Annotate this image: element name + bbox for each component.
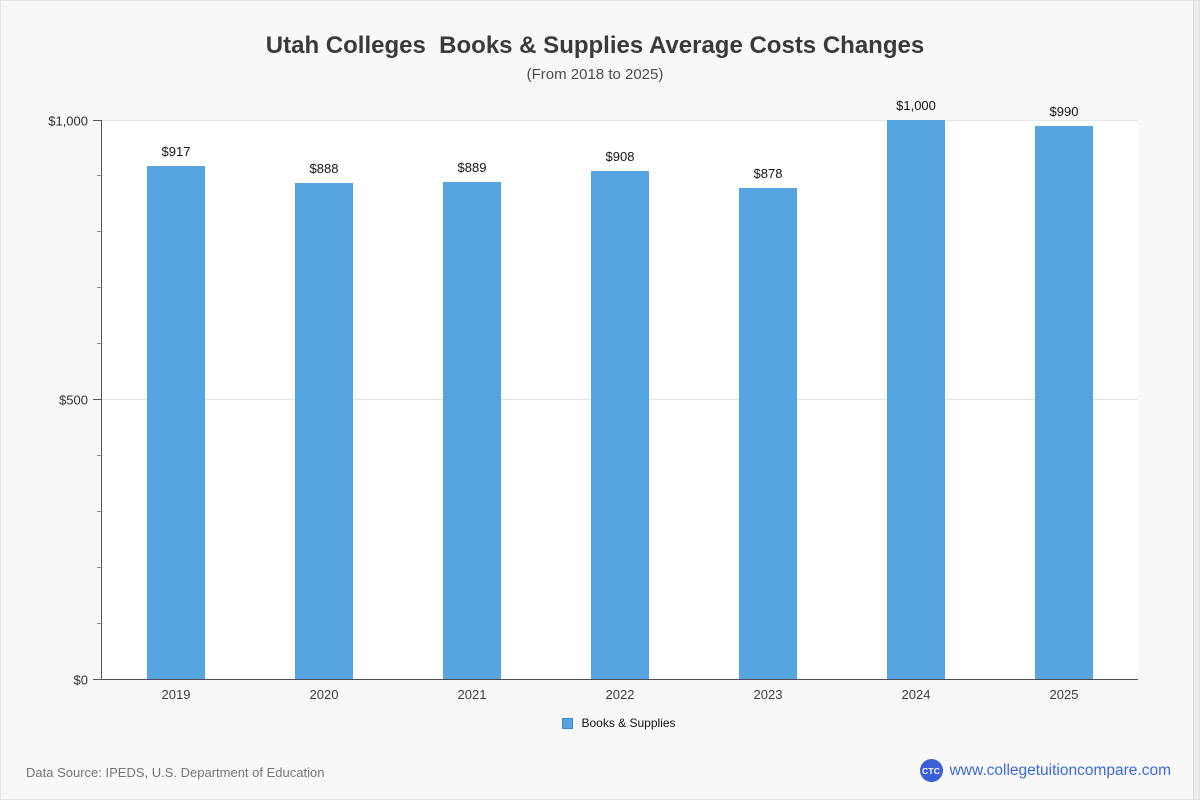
website-url[interactable]: www.collegetuitioncompare.com	[949, 761, 1171, 779]
bar-2019	[147, 166, 205, 679]
data-source-note: Data Source: IPEDS, U.S. Department of E…	[26, 765, 325, 780]
bar-band: $990 2025	[990, 104, 1138, 702]
x-axis-label: 2022	[605, 687, 635, 702]
legend-label: Books & Supplies	[581, 716, 676, 730]
y-axis-minor-tick	[97, 454, 101, 456]
bar-band: $917 2019	[102, 120, 250, 702]
y-axis-label: $1,000	[48, 113, 88, 128]
bar-value-label: $908	[605, 149, 635, 165]
bar-value-label: $888	[309, 160, 339, 176]
y-axis-minor-tick	[97, 343, 101, 345]
bar-value-label: $878	[753, 166, 783, 182]
x-axis-label: 2023	[753, 687, 783, 702]
bar-2025	[1035, 125, 1093, 679]
y-axis-tick	[93, 119, 101, 121]
gridline	[102, 119, 1138, 121]
bar-band: $1,000 2024	[842, 98, 990, 702]
plot-area: $0 $500 $1,000 $917 2019 $888 2020 $889 2021 $908…	[48, 98, 1138, 702]
legend-swatch-icon	[562, 717, 574, 729]
bar-value-label: $1,000	[896, 98, 936, 113]
x-axis-label: 2025	[1049, 687, 1079, 702]
bar-value-label: $990	[1049, 103, 1079, 119]
y-axis-tick	[93, 399, 101, 400]
bar-2020	[295, 182, 353, 679]
x-axis-label: 2021	[457, 687, 487, 702]
bar-value-label: $889	[457, 160, 487, 176]
bar-2021	[443, 182, 501, 679]
website-link[interactable]: CTC www.collegetuitioncompare.com	[919, 759, 1171, 782]
bar-band: $888 2020	[250, 120, 398, 702]
chart-subtitle: (From 2018 to 2025)	[526, 66, 664, 83]
legend: Books & Supplies	[101, 716, 1137, 730]
y-axis-minor-tick	[97, 287, 101, 289]
y-axis-label: $500	[59, 392, 88, 408]
x-axis-label: 2020	[309, 687, 339, 702]
y-axis-minor-tick	[97, 175, 101, 177]
bar-2024	[887, 120, 945, 679]
bar-value-label: $917	[161, 144, 191, 160]
y-axis-minor-tick	[97, 231, 101, 233]
bar-band: $908 2022	[546, 120, 694, 702]
scrollbar-track[interactable]	[1193, 1, 1199, 799]
y-axis-tick	[93, 678, 101, 680]
y-axis-minor-tick	[97, 622, 101, 624]
bar-band: $878 2023	[694, 120, 842, 702]
bar-2022	[591, 171, 649, 679]
y-axis-minor-tick	[97, 510, 101, 512]
x-axis-label: 2024	[901, 687, 931, 702]
y-axis-label: $0	[73, 672, 88, 687]
bar-band: $889 2021	[398, 120, 546, 702]
ctc-logo-icon: CTC	[919, 759, 943, 782]
x-axis-label: 2019	[161, 687, 191, 702]
y-axis-minor-tick	[97, 566, 101, 568]
bar-2023	[739, 188, 797, 679]
chart-title: Utah Colleges Books & Supplies Average C…	[265, 32, 925, 59]
